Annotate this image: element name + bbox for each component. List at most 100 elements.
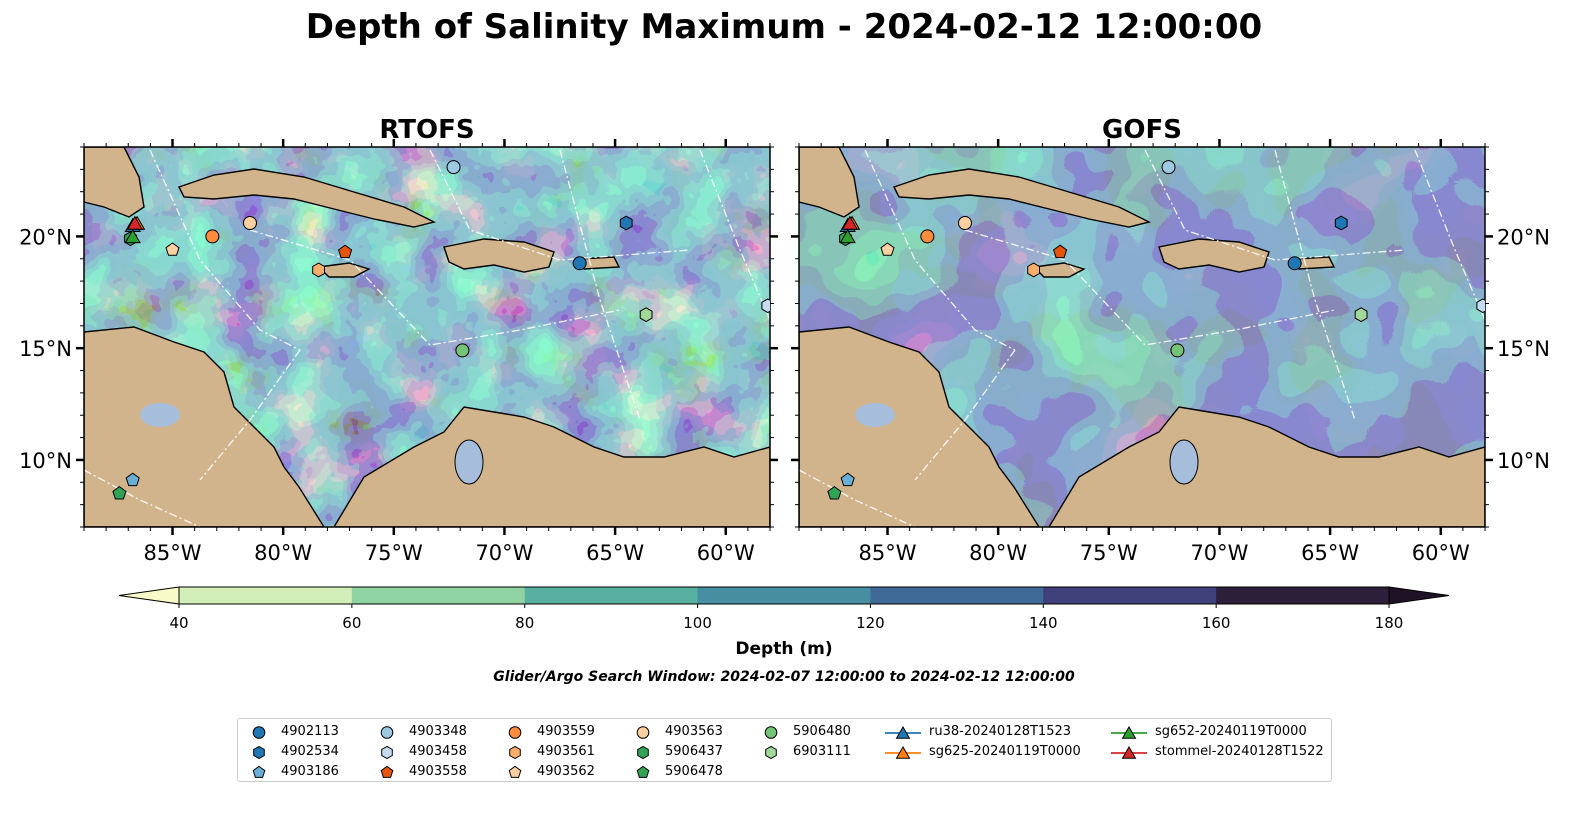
marker-stommel-20240128T1522: [126, 215, 144, 230]
colorbar-frame: [178, 586, 1390, 605]
y-tick-label: 10°N: [19, 449, 72, 473]
legend-symbol: [637, 745, 649, 760]
colorbar: 40 60 80 100 120 140 160 180: [118, 586, 1450, 632]
gofs-axes-frame: [798, 146, 1486, 528]
legend-label: 4903186: [281, 764, 339, 779]
marker-6903111: [1354, 307, 1368, 323]
legend-label: 5906478: [665, 764, 723, 779]
gofs-eez-lines: [799, 149, 1485, 527]
panel-gofs: GOFS 85°W 80°W 75°W 70°W 65°W 60°W 20°N 15°N 10°…: [791, 115, 1550, 565]
colorbar-segment: [697, 587, 871, 604]
legend-label: 4903559: [537, 724, 595, 739]
x-tick-label: 85°W: [144, 541, 202, 565]
figure-title: Depth of Salinity Maximum - 2024-02-12 1…: [306, 7, 1262, 47]
legend-label: 4902113: [281, 724, 339, 739]
y-tick-label: 10°N: [1497, 449, 1550, 473]
colorbar-segment: [1043, 587, 1217, 604]
search-window-text: Glider/Argo Search Window: 2024-02-07 12…: [493, 669, 1075, 685]
legend-label: ru38-20240128T1523: [929, 724, 1072, 739]
legend-symbol: [885, 725, 921, 739]
legend-marker-icon: [509, 745, 521, 760]
x-tick-label: 65°W: [1301, 541, 1359, 565]
marker-6903111: [639, 307, 653, 323]
legend-label: 5906437: [665, 744, 723, 759]
legend-item-4903558: 4903558: [378, 764, 506, 782]
legend-label: 4903562: [537, 764, 595, 779]
x-tick-label: 60°W: [697, 541, 755, 565]
legend-marker-icon: [252, 765, 266, 778]
marker-4903563: [957, 216, 972, 230]
legend-item-4903348: 4903348: [378, 724, 506, 742]
marker-4903561: [1027, 262, 1040, 278]
legend-label: sg625-20240119T0000: [929, 744, 1081, 759]
legend-item-sg625-20240119T0000: sg625-20240119T0000: [883, 744, 1109, 762]
marker-5906478: [827, 485, 842, 500]
legend-symbol: [380, 726, 394, 739]
x-tick-label: 80°W: [254, 541, 312, 565]
legend-symbol: [252, 726, 266, 739]
colorbar-segment: [870, 587, 1044, 604]
marker-4903562: [880, 242, 895, 256]
rtofs-lake-maracaibo: [454, 439, 484, 485]
legend-marker-icon: [381, 745, 393, 760]
legend-symbol: [252, 765, 266, 778]
legend-marker-icon: [636, 765, 650, 778]
x-tick-label: 80°W: [969, 541, 1027, 565]
legend-symbol: [636, 726, 650, 739]
rtofs-lake-nicaragua: [140, 403, 180, 427]
marker-sg652-20240119T0000: [124, 229, 141, 244]
legend-item-ru38-20240128T1523: ru38-20240128T1523: [883, 724, 1109, 742]
legend-label: 4903458: [409, 744, 467, 759]
panel-rtofs: RTOFS 85°W 80°W 75°W 70°W 65°W 60°W 20°N 15°N 10…: [19, 115, 778, 565]
gofs-lake-maracaibo: [1169, 439, 1199, 485]
legend-label: 4903348: [409, 724, 467, 739]
gofs-ticks: 85°W 80°W 75°W 70°W 65°W 60°W 20°N 15°N 10°N: [791, 139, 1550, 565]
marker-stommel-20240128T1522: [841, 215, 859, 230]
marker-4902534: [619, 215, 633, 231]
legend-label: 4903561: [537, 744, 595, 759]
marker-4903563: [242, 216, 257, 230]
legend-item-4902534: 4902534: [250, 744, 378, 762]
legend-marker-icon: [636, 726, 650, 739]
colorbar-tick-label: 40: [169, 614, 188, 632]
legend-marker-icon: [1121, 745, 1137, 759]
legend-label: stommel-20240128T1522: [1155, 744, 1324, 759]
x-tick-label: 65°W: [586, 541, 644, 565]
colorbar-tick-label: 180: [1375, 614, 1404, 632]
legend-marker-icon: [1121, 725, 1137, 739]
colorbar-tick-label: 160: [1202, 614, 1231, 632]
legend-item-5906437: 5906437: [634, 744, 762, 762]
legend-marker-icon: [764, 726, 778, 739]
legend-item-4903559: 4903559: [506, 724, 634, 742]
marker-4902113: [572, 256, 587, 271]
legend-symbol: [636, 765, 650, 778]
legend-label: 6903111: [793, 744, 851, 759]
x-tick-label: 60°W: [1412, 541, 1470, 565]
rtofs-axes-frame: [83, 146, 771, 528]
panel-title-gofs: GOFS: [1102, 115, 1182, 145]
legend-item-4903563: 4903563: [634, 724, 762, 742]
legend-marker-icon: [380, 726, 394, 739]
legend-symbol: [253, 745, 265, 760]
legend-label: sg652-20240119T0000: [1155, 724, 1307, 739]
legend-item-4903186: 4903186: [250, 764, 378, 782]
legend-label: 5906480: [793, 724, 851, 739]
legend-marker-icon: [895, 745, 911, 759]
marker-4903562: [165, 242, 180, 256]
colorbar-segment: [1216, 587, 1390, 604]
marker-4903561: [312, 262, 325, 278]
legend-item-sg652-20240119T0000: sg652-20240119T0000: [1109, 724, 1329, 742]
marker-sg652-20240119T0000: [839, 229, 856, 244]
legend-item-4903562: 4903562: [506, 764, 634, 782]
x-tick-label: 75°W: [365, 541, 423, 565]
legend-label: 4902534: [281, 744, 339, 759]
marker-4903559: [920, 229, 935, 244]
legend-item-4902113: 4902113: [250, 724, 378, 742]
colorbar-segment: [524, 587, 699, 604]
legend-marker-icon: [252, 726, 266, 739]
legend-symbol: [508, 765, 522, 778]
legend-item-4903458: 4903458: [378, 744, 506, 762]
rtofs-markers: [112, 160, 770, 500]
legend-marker-icon: [765, 745, 777, 760]
y-tick-label: 20°N: [19, 225, 72, 249]
